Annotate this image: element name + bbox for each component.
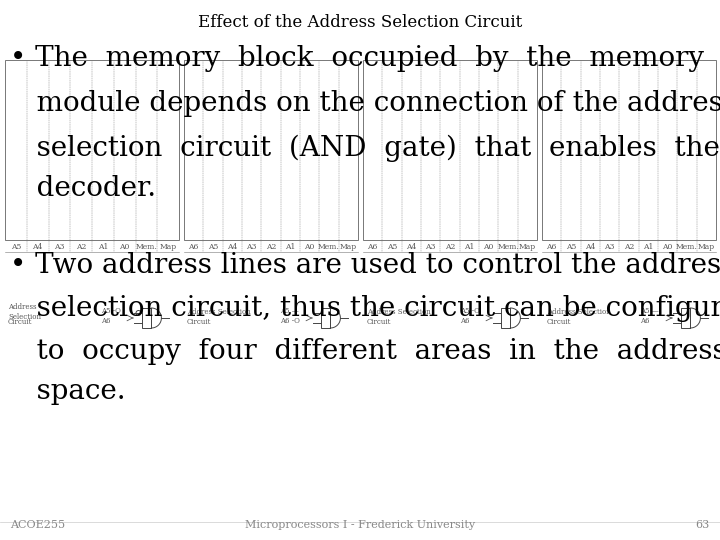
Text: Mem.: Mem. bbox=[135, 243, 157, 251]
Text: A3: A3 bbox=[246, 243, 257, 251]
Text: A2: A2 bbox=[445, 243, 455, 251]
Text: A2: A2 bbox=[624, 243, 634, 251]
Bar bbox=[320, 308, 330, 328]
Text: 63: 63 bbox=[696, 520, 710, 530]
Text: Microprocessors I - Frederick University: Microprocessors I - Frederick University bbox=[245, 520, 475, 530]
Text: A1: A1 bbox=[464, 243, 474, 251]
Text: • Two address lines are used to control the address: • Two address lines are used to control … bbox=[10, 252, 720, 279]
Text: A5: A5 bbox=[387, 243, 397, 251]
Text: Address Selection: Address Selection bbox=[187, 308, 251, 316]
Text: A1: A1 bbox=[98, 243, 108, 251]
Text: A6: A6 bbox=[640, 317, 649, 325]
Text: • The  memory  block  occupied  by  the  memory: • The memory block occupied by the memor… bbox=[10, 45, 704, 72]
Bar bbox=[500, 308, 510, 328]
Text: Map: Map bbox=[340, 243, 357, 251]
Text: A6: A6 bbox=[102, 317, 111, 325]
Text: A5 -O: A5 -O bbox=[460, 307, 480, 315]
Text: Map: Map bbox=[698, 243, 715, 251]
Text: A6: A6 bbox=[367, 243, 378, 251]
Text: selection  circuit  (AND  gate)  that  enables  the: selection circuit (AND gate) that enable… bbox=[10, 135, 720, 163]
Text: A0: A0 bbox=[483, 243, 494, 251]
Text: to  occupy  four  different  areas  in  the  address: to occupy four different areas in the ad… bbox=[10, 338, 720, 365]
Text: A5 -O: A5 -O bbox=[102, 307, 121, 315]
Text: Map: Map bbox=[519, 243, 536, 251]
Text: A6: A6 bbox=[546, 243, 557, 251]
Text: A4: A4 bbox=[32, 243, 42, 251]
Text: A1: A1 bbox=[285, 243, 295, 251]
Text: Mem.: Mem. bbox=[676, 243, 698, 251]
Text: A2: A2 bbox=[76, 243, 86, 251]
Text: A2: A2 bbox=[266, 243, 276, 251]
Text: Map: Map bbox=[160, 243, 176, 251]
Text: A4: A4 bbox=[227, 243, 238, 251]
Text: Circuit: Circuit bbox=[8, 318, 32, 326]
Text: A1: A1 bbox=[643, 243, 654, 251]
Text: A0: A0 bbox=[662, 243, 673, 251]
Text: A6 -O: A6 -O bbox=[280, 317, 300, 325]
Text: module depends on the connection of the address: module depends on the connection of the … bbox=[10, 90, 720, 117]
Text: Address Selection: Address Selection bbox=[367, 308, 431, 316]
Bar bbox=[5, 60, 179, 240]
Text: A3: A3 bbox=[54, 243, 65, 251]
Text: Effect of the Address Selection Circuit: Effect of the Address Selection Circuit bbox=[198, 14, 522, 31]
Text: A5: A5 bbox=[208, 243, 218, 251]
Text: ACOE255: ACOE255 bbox=[10, 520, 65, 530]
Text: A6: A6 bbox=[189, 243, 199, 251]
Circle shape bbox=[136, 310, 141, 315]
Text: selection circuit, thus the circuit can be configured: selection circuit, thus the circuit can … bbox=[10, 295, 720, 322]
Text: space.: space. bbox=[10, 378, 125, 405]
Text: decoder.: decoder. bbox=[10, 175, 156, 202]
Text: A5: A5 bbox=[566, 243, 576, 251]
Text: Circuit: Circuit bbox=[187, 318, 212, 326]
Text: Mem.: Mem. bbox=[497, 243, 519, 251]
Text: A4: A4 bbox=[585, 243, 595, 251]
Text: A6: A6 bbox=[460, 317, 469, 325]
Text: Address Selection: Address Selection bbox=[547, 308, 611, 316]
Text: A0: A0 bbox=[305, 243, 315, 251]
Text: Circuit: Circuit bbox=[367, 318, 392, 326]
Text: A4: A4 bbox=[406, 243, 417, 251]
Bar bbox=[142, 308, 151, 328]
Text: A5 —: A5 — bbox=[280, 307, 299, 315]
Bar bbox=[363, 60, 537, 240]
Text: A3: A3 bbox=[604, 243, 615, 251]
Bar bbox=[542, 60, 716, 240]
Text: Mem.: Mem. bbox=[318, 243, 340, 251]
Bar bbox=[680, 308, 690, 328]
Text: A5: A5 bbox=[11, 243, 21, 251]
Bar bbox=[184, 60, 358, 240]
Text: A3: A3 bbox=[426, 243, 436, 251]
Text: Circuit: Circuit bbox=[547, 318, 572, 326]
Text: Address
Selection: Address Selection bbox=[8, 303, 41, 321]
Text: A5 —: A5 — bbox=[640, 307, 659, 315]
Text: A0: A0 bbox=[120, 243, 130, 251]
